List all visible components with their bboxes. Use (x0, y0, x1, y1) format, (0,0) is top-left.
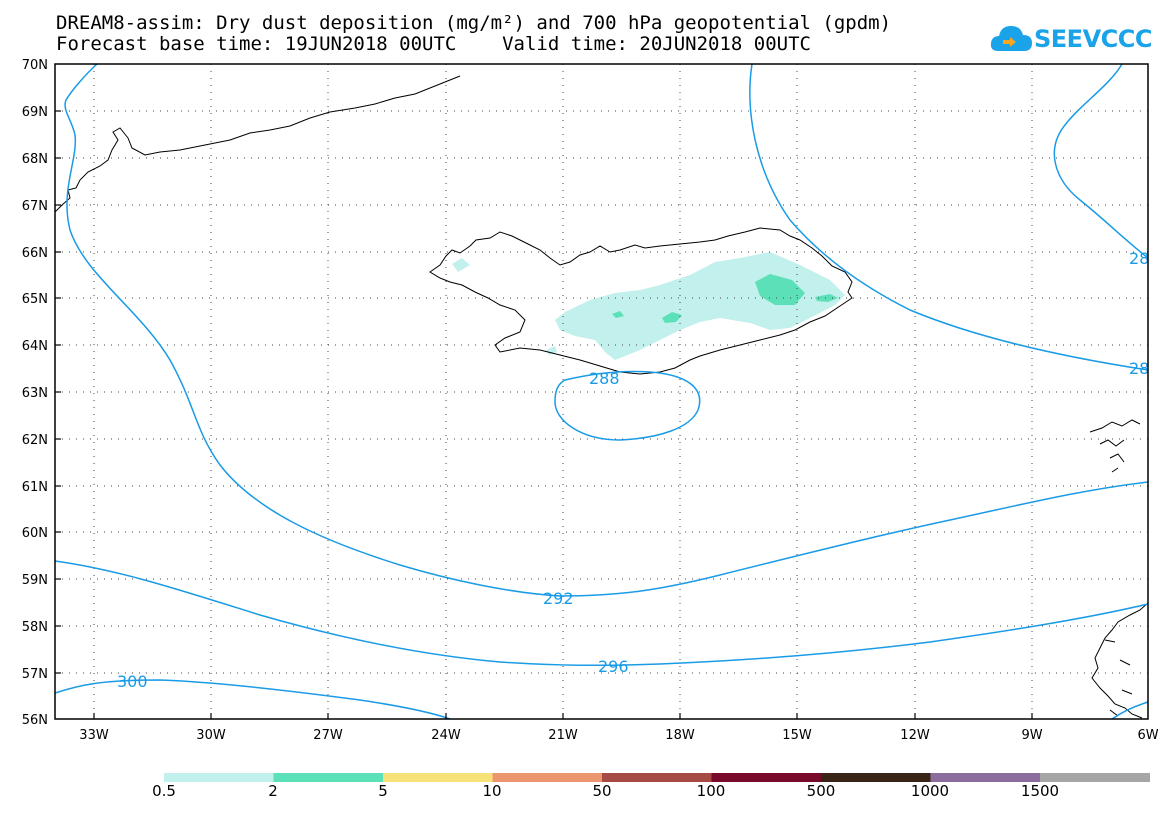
lat-label: 70N (22, 58, 48, 73)
lon-label: 30W (196, 728, 226, 743)
contour-label: 28 (1129, 249, 1149, 268)
colorbar-label: 50 (592, 782, 612, 800)
graticule (55, 64, 1148, 719)
colorbar-label: 500 (806, 782, 836, 800)
colorbar-label: 2 (268, 782, 278, 800)
geopotential-contours (54, 63, 1149, 720)
contour-label: 292 (543, 589, 574, 608)
logo-text: SEEVCCC (1034, 25, 1153, 53)
map-subtitle: Forecast base time: 19JUN2018 00UTC Vali… (56, 33, 811, 55)
contour-label: 296 (598, 657, 629, 676)
colorbar-label: 1500 (1020, 782, 1060, 800)
colorbar-swatch (383, 773, 493, 782)
lat-label: 68N (22, 152, 48, 167)
colorbar (164, 773, 1150, 782)
contour-288-east (749, 63, 1149, 371)
lat-label: 69N (22, 105, 48, 120)
lon-label: 27W (313, 728, 343, 743)
lon-label: 9W (1021, 728, 1042, 743)
colorbar-label: 1000 (910, 782, 950, 800)
contour-label: 288 (589, 369, 620, 388)
latitude-labels: 70N 69N 68N 67N 66N 65N 64N 63N 62N 61N … (22, 58, 48, 728)
dust-deposition-shading (452, 252, 845, 360)
lat-label: 56N (22, 713, 48, 728)
colorbar-label: 10 (482, 782, 502, 800)
lat-label: 60N (22, 526, 48, 541)
colorbar-label: 5 (378, 782, 388, 800)
faroe-coast (1089, 419, 1141, 473)
contour-28-ne (1053, 63, 1149, 259)
lat-label: 67N (22, 199, 48, 214)
scotland-coast (1091, 602, 1149, 719)
lon-label: 15W (782, 728, 812, 743)
lon-label: 12W (900, 728, 930, 743)
contour-label: 28 (1129, 359, 1149, 378)
lat-label: 65N (22, 292, 48, 307)
lat-label: 64N (22, 339, 48, 354)
colorbar-swatch (602, 773, 712, 782)
colorbar-swatch (273, 773, 384, 782)
colorbar-swatch (930, 773, 1041, 782)
lat-label: 59N (22, 573, 48, 588)
axis-ticks (55, 110, 1033, 719)
map-title: DREAM8-assim: Dry dust deposition (mg/m²… (56, 12, 892, 34)
greenland-coast (54, 75, 461, 213)
colorbar-label: 0.5 (152, 782, 176, 800)
lon-label: 24W (431, 728, 461, 743)
lat-label: 62N (22, 433, 48, 448)
lat-label: 66N (22, 246, 48, 261)
lon-label: 21W (548, 728, 578, 743)
contour-300-north (64, 63, 1149, 597)
longitude-labels: 33W 30W 27W 24W 21W 18W 15W 12W 9W 6W (79, 728, 1158, 743)
lon-label: 18W (665, 728, 695, 743)
lon-label: 6W (1137, 728, 1158, 743)
colorbar-swatch (492, 773, 603, 782)
coastlines (54, 75, 1149, 719)
seevccc-logo: SEEVCCC (990, 21, 1153, 57)
lat-label: 57N (22, 667, 48, 682)
contour-corner-se (1111, 701, 1149, 720)
lat-label: 58N (22, 620, 48, 635)
colorbar-label: 100 (696, 782, 726, 800)
colorbar-swatch (1040, 773, 1150, 782)
lon-label: 33W (79, 728, 109, 743)
colorbar-swatch (711, 773, 822, 782)
colorbar-swatch (821, 773, 931, 782)
iceland-coast (429, 227, 853, 375)
contour-296 (54, 560, 1149, 667)
lat-label: 63N (22, 386, 48, 401)
contour-300 (54, 679, 451, 720)
cloud-icon (990, 26, 1032, 51)
contour-288-low (554, 370, 701, 441)
colorbar-swatch (164, 773, 274, 782)
contour-label: 300 (117, 672, 148, 691)
lat-label: 61N (22, 480, 48, 495)
